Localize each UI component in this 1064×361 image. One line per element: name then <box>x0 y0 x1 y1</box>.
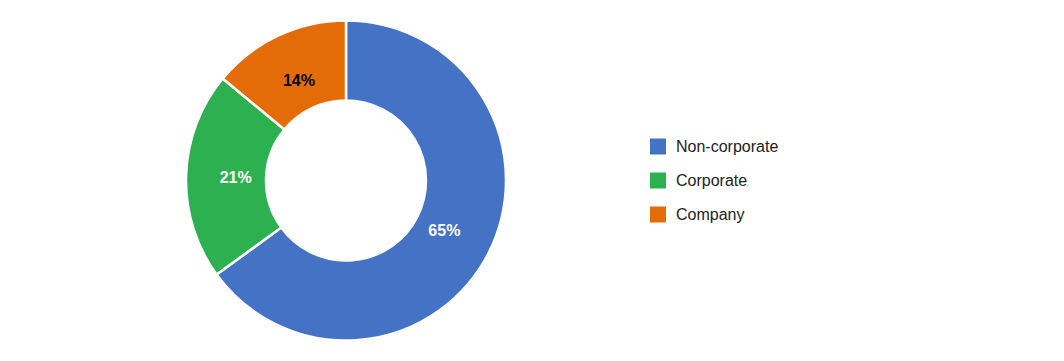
slice <box>223 21 346 130</box>
legend-swatch <box>650 173 666 189</box>
data-label: 14% <box>283 72 315 89</box>
legend-swatch <box>650 207 666 223</box>
legend-swatch <box>650 139 666 155</box>
legend-label: Company <box>676 206 744 223</box>
data-label: 21% <box>220 169 252 186</box>
legend: Non-corporate Corporate Company <box>650 138 778 223</box>
slices <box>186 21 506 341</box>
data-label: 65% <box>428 222 460 239</box>
legend-label: Non-corporate <box>676 138 778 155</box>
legend-label: Corporate <box>676 172 747 189</box>
data-labels: 65% 21% 14% <box>220 72 461 239</box>
chart: 65% 21% 14% Non-corporate Corporate Company <box>0 0 1064 361</box>
